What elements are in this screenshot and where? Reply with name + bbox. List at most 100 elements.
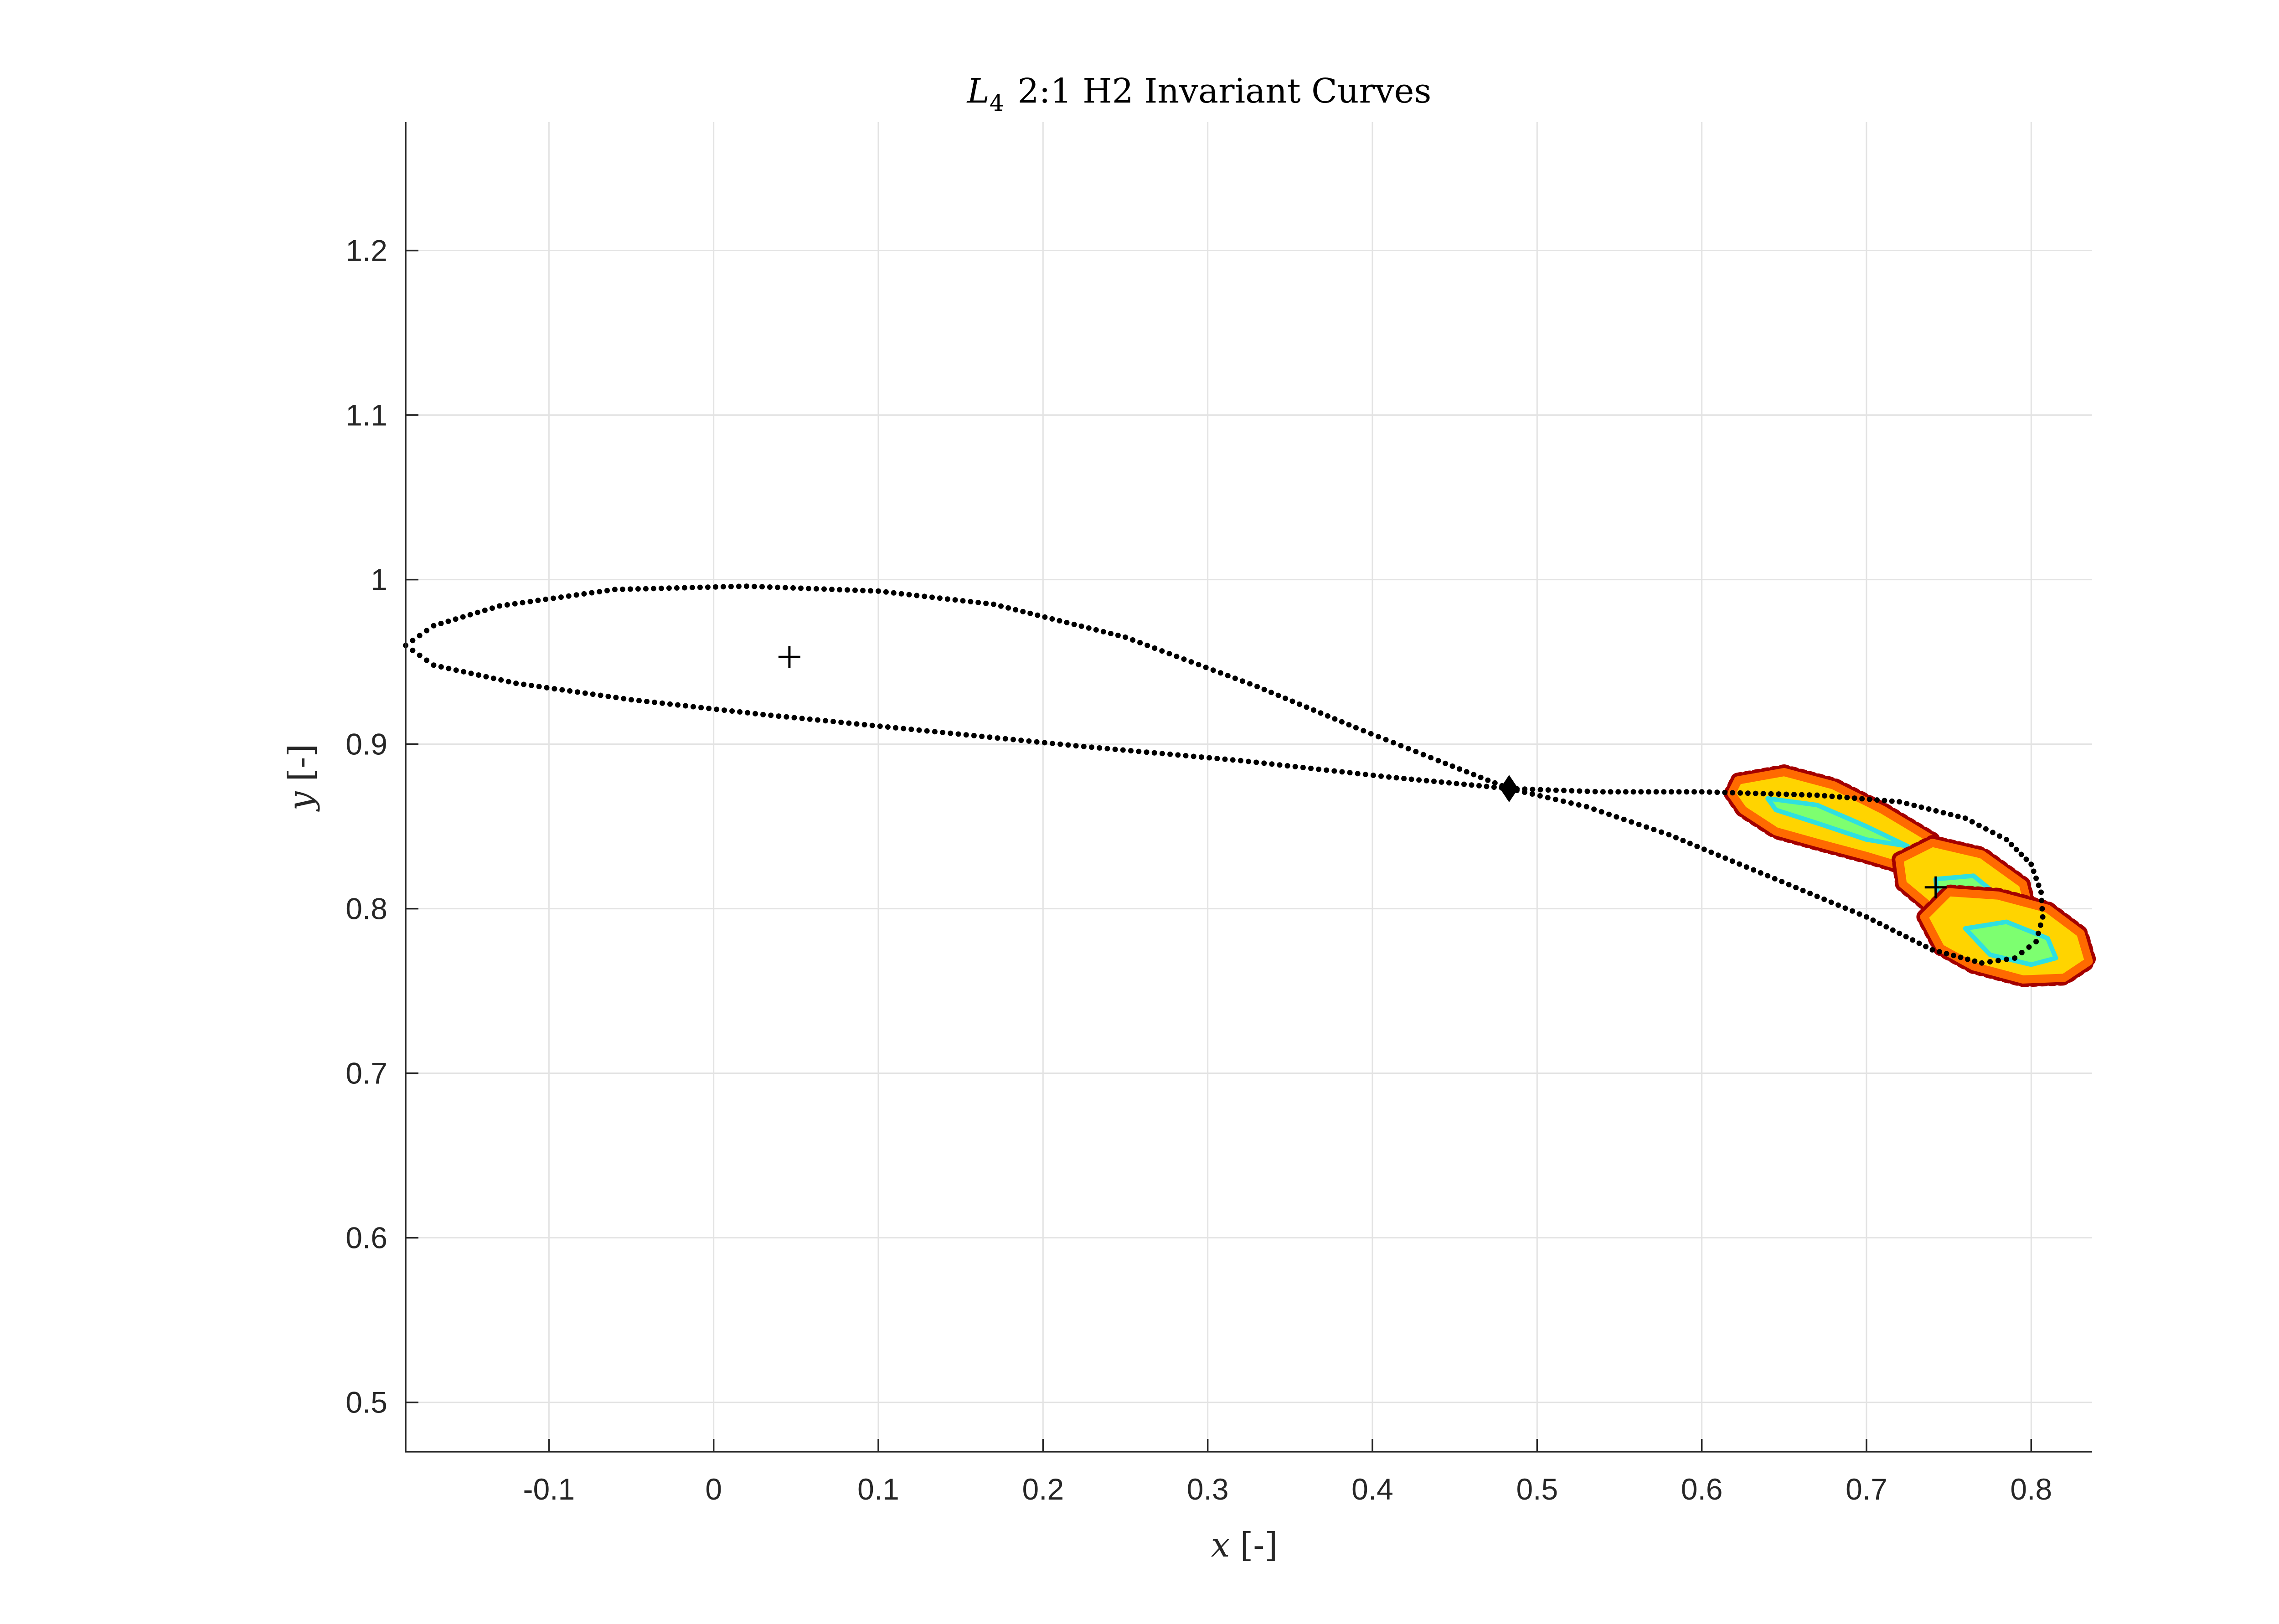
orbit-point bbox=[1362, 772, 1368, 778]
orbit-point bbox=[971, 732, 977, 738]
orbit-point bbox=[1115, 633, 1121, 638]
orbit-point bbox=[1897, 930, 1903, 936]
orbit-point bbox=[1311, 707, 1316, 713]
orbit-point bbox=[990, 601, 996, 607]
orbit-point bbox=[461, 669, 467, 675]
orbit-point bbox=[1537, 787, 1543, 793]
orbit-point bbox=[1086, 625, 1092, 631]
orbit-point bbox=[1889, 798, 1895, 804]
orbit-dots bbox=[403, 583, 2046, 966]
orbit-point bbox=[1191, 753, 1196, 759]
orbit-point bbox=[674, 585, 680, 591]
diamond-marker bbox=[1500, 775, 1518, 803]
orbit-point bbox=[2031, 868, 2037, 874]
orbit-point bbox=[1331, 768, 1337, 774]
orbit-point bbox=[1850, 908, 1855, 914]
orbit-point bbox=[893, 725, 898, 731]
orbit-point bbox=[629, 697, 634, 703]
orbit-point bbox=[1940, 810, 1946, 816]
orbit-point bbox=[1955, 814, 1961, 820]
orbit-point bbox=[1962, 815, 1968, 821]
orbit-point bbox=[753, 711, 758, 717]
orbit-point bbox=[1568, 800, 1574, 806]
orbit-point bbox=[1806, 792, 1812, 798]
orbit-point bbox=[1013, 607, 1019, 613]
orbit-point bbox=[1951, 953, 1956, 959]
orbit-point bbox=[660, 700, 665, 706]
orbit-point bbox=[1443, 760, 1449, 766]
orbit-point bbox=[1408, 776, 1414, 782]
orbit-point bbox=[2018, 851, 2024, 857]
x-tick-label: -0.1 bbox=[523, 1472, 575, 1506]
orbit-point bbox=[1446, 780, 1452, 786]
orbit-point bbox=[1057, 741, 1063, 747]
orbit-point bbox=[1598, 809, 1604, 815]
orbit-point bbox=[1246, 758, 1251, 764]
orbit-point bbox=[868, 588, 873, 594]
y-tick-label: 0.9 bbox=[345, 727, 387, 761]
orbit-point bbox=[960, 598, 966, 604]
orbit-point bbox=[1100, 629, 1106, 634]
orbit-point bbox=[497, 603, 502, 609]
orbit-point bbox=[1393, 775, 1399, 781]
orbit-point bbox=[922, 593, 928, 599]
orbit-point bbox=[1621, 816, 1627, 822]
orbit-point bbox=[908, 727, 914, 732]
orbit-point bbox=[535, 598, 541, 603]
orbit-point bbox=[1684, 789, 1690, 795]
orbit-point bbox=[1175, 752, 1181, 758]
orbit-point bbox=[1856, 911, 1862, 917]
orbit-point bbox=[837, 587, 842, 593]
orbit-point bbox=[1836, 794, 1842, 800]
orbit-point bbox=[806, 586, 811, 592]
orbit-point bbox=[1203, 665, 1209, 670]
x-tick-label: 0.8 bbox=[2010, 1472, 2052, 1506]
orbit-point bbox=[1247, 681, 1253, 687]
plus-marker-left bbox=[778, 646, 800, 668]
orbit-point bbox=[975, 599, 981, 605]
orbit-point bbox=[955, 731, 961, 737]
orbit-point bbox=[1694, 844, 1700, 849]
orbit-point bbox=[552, 686, 557, 692]
orbit-point bbox=[644, 699, 650, 704]
orbit-point bbox=[1760, 791, 1766, 797]
orbit-point bbox=[1708, 849, 1714, 855]
orbit-point bbox=[1814, 792, 1820, 798]
orbit-point bbox=[590, 691, 596, 697]
orbit-point bbox=[1089, 744, 1094, 750]
orbit-point bbox=[1339, 769, 1345, 775]
orbit-point bbox=[714, 706, 720, 712]
orbit-point bbox=[728, 583, 734, 589]
orbit-point bbox=[924, 728, 930, 734]
orbit-series bbox=[403, 583, 2046, 966]
orbit-point bbox=[1828, 899, 1834, 905]
orbit-point bbox=[830, 719, 836, 724]
orbit-point bbox=[1883, 924, 1889, 930]
orbit-point bbox=[1269, 761, 1275, 767]
orbit-point bbox=[1308, 765, 1314, 771]
orbit-point bbox=[482, 608, 488, 613]
orbit-point bbox=[1261, 686, 1267, 692]
orbit-point bbox=[1545, 795, 1551, 800]
orbit-point bbox=[1159, 751, 1165, 757]
orbit-point bbox=[650, 586, 656, 592]
orbit-point bbox=[767, 584, 773, 590]
orbit-point bbox=[1289, 698, 1295, 704]
orbit-point bbox=[1128, 748, 1134, 754]
orbit-point bbox=[1592, 789, 1598, 794]
orbit-point bbox=[1918, 804, 1924, 810]
orbit-point bbox=[1745, 790, 1751, 796]
orbit-point bbox=[1398, 742, 1404, 748]
orbit-point bbox=[446, 665, 452, 671]
orbit-point bbox=[1078, 623, 1084, 629]
orbit-point bbox=[1435, 758, 1441, 763]
orbit-point bbox=[2008, 841, 2014, 847]
orbit-point bbox=[1799, 792, 1805, 798]
orbit-point bbox=[1002, 736, 1008, 742]
orbit-point bbox=[1346, 722, 1352, 728]
orbit-point bbox=[1645, 789, 1651, 795]
orbit-point bbox=[1011, 737, 1016, 742]
orbit-point bbox=[983, 600, 989, 606]
orbit-point bbox=[1159, 648, 1165, 654]
